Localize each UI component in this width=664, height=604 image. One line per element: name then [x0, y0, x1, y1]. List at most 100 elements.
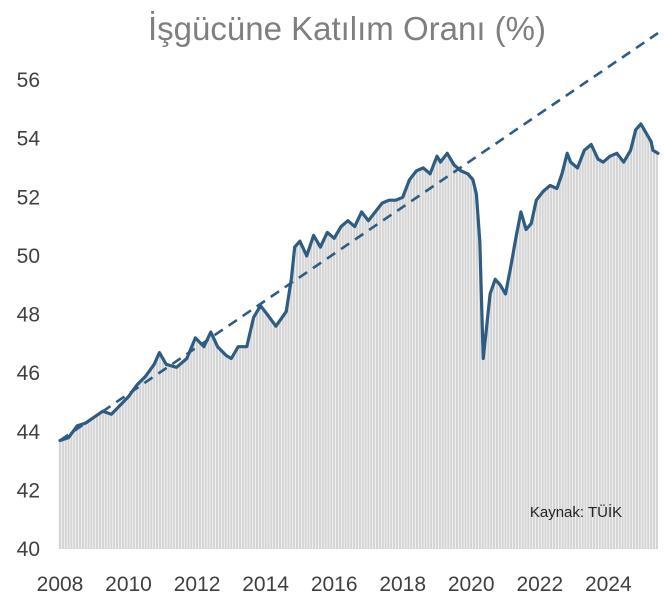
monthly-bar — [136, 384, 139, 549]
monthly-bar — [224, 354, 227, 549]
x-tick-label: 2016 — [311, 573, 358, 596]
monthly-bar — [304, 253, 307, 549]
monthly-bar — [378, 206, 381, 550]
monthly-bar — [510, 264, 513, 549]
monthly-bar — [215, 345, 219, 549]
monthly-bar — [110, 414, 113, 549]
monthly-bar — [158, 353, 162, 549]
monthly-bar — [307, 250, 310, 549]
monthly-bar — [178, 364, 182, 549]
monthly-bar — [315, 241, 319, 549]
monthly-bar — [453, 165, 456, 549]
monthly-bar — [101, 411, 104, 549]
monthly-bar — [610, 155, 613, 549]
monthly-bar — [187, 354, 190, 549]
monthly-bar — [358, 215, 361, 549]
monthly-bar — [281, 316, 284, 549]
monthly-bar — [475, 202, 479, 549]
monthly-bar — [590, 144, 593, 550]
monthly-bar — [552, 187, 556, 550]
monthly-bar — [107, 413, 110, 549]
monthly-bar — [555, 188, 559, 549]
monthly-bar — [127, 396, 130, 549]
monthly-bar — [344, 222, 347, 549]
monthly-bar — [76, 425, 79, 549]
monthly-bar — [535, 199, 539, 549]
monthly-bar — [461, 171, 464, 549]
x-tick-label: 2008 — [37, 573, 84, 596]
monthly-bar — [193, 340, 196, 549]
monthly-bar — [213, 339, 216, 549]
monthly-bar — [218, 349, 222, 549]
monthly-bar — [447, 155, 450, 550]
monthly-bar — [58, 440, 62, 549]
monthly-bar — [478, 241, 481, 549]
monthly-bar — [404, 189, 407, 550]
monthly-bar — [572, 165, 576, 549]
monthly-bar — [147, 372, 150, 549]
monthly-bar — [441, 159, 444, 549]
x-tick-label: 2018 — [379, 573, 426, 596]
x-tick-label: 2024 — [585, 573, 632, 596]
monthly-bar — [435, 156, 439, 549]
monthly-bar — [641, 126, 644, 550]
monthly-bar — [498, 284, 501, 549]
monthly-bar — [415, 170, 419, 549]
monthly-bar — [130, 392, 133, 549]
x-tick-label: 2022 — [516, 573, 563, 596]
monthly-bar — [638, 125, 641, 550]
monthly-bar — [558, 180, 561, 549]
monthly-bar — [398, 198, 401, 549]
monthly-bar — [350, 223, 353, 549]
monthly-bar — [84, 422, 87, 549]
monthly-bar — [538, 195, 541, 549]
monthly-bar — [284, 312, 287, 549]
monthly-bar — [632, 136, 636, 550]
monthly-bar — [175, 366, 179, 549]
monthly-bar — [230, 358, 233, 549]
monthly-bar — [532, 210, 536, 549]
monthly-bar — [133, 388, 136, 549]
y-tick-label: 50 — [17, 245, 40, 268]
x-tick-label: 2020 — [448, 573, 495, 596]
monthly-bar — [487, 310, 490, 549]
monthly-bar — [612, 154, 616, 549]
monthly-bar — [247, 339, 250, 549]
monthly-bar — [324, 236, 327, 549]
monthly-bar — [253, 316, 256, 549]
monthly-bar — [621, 160, 624, 550]
monthly-bar — [570, 162, 573, 549]
monthly-bar — [630, 148, 633, 549]
monthly-bar — [118, 405, 122, 549]
monthly-bar — [418, 169, 421, 549]
monthly-bar — [255, 311, 259, 549]
monthly-bar — [241, 346, 244, 549]
monthly-bar — [550, 186, 553, 549]
monthly-bar — [575, 167, 578, 549]
monthly-bar — [198, 342, 202, 549]
monthly-bar — [210, 333, 213, 549]
monthly-bar — [635, 128, 638, 549]
monthly-bar — [395, 199, 399, 549]
monthly-bar — [167, 364, 170, 549]
monthly-bar — [458, 169, 461, 549]
monthly-bar — [190, 347, 193, 549]
monthly-bar — [87, 421, 90, 549]
monthly-bar — [615, 153, 618, 549]
monthly-bar — [321, 242, 324, 549]
monthly-bar — [515, 232, 519, 549]
monthly-bar — [427, 172, 430, 549]
monthly-bar — [484, 336, 487, 549]
monthly-bar — [338, 228, 341, 549]
monthly-bar — [204, 343, 207, 549]
monthly-bar — [150, 368, 153, 549]
monthly-bar — [604, 160, 607, 549]
monthly-bar — [530, 223, 533, 549]
monthly-bar — [521, 217, 524, 549]
monthly-bar — [138, 381, 142, 549]
trendline — [59, 32, 659, 442]
monthly-bar — [652, 151, 656, 549]
monthly-bar — [370, 217, 373, 550]
monthly-bar — [421, 168, 424, 549]
